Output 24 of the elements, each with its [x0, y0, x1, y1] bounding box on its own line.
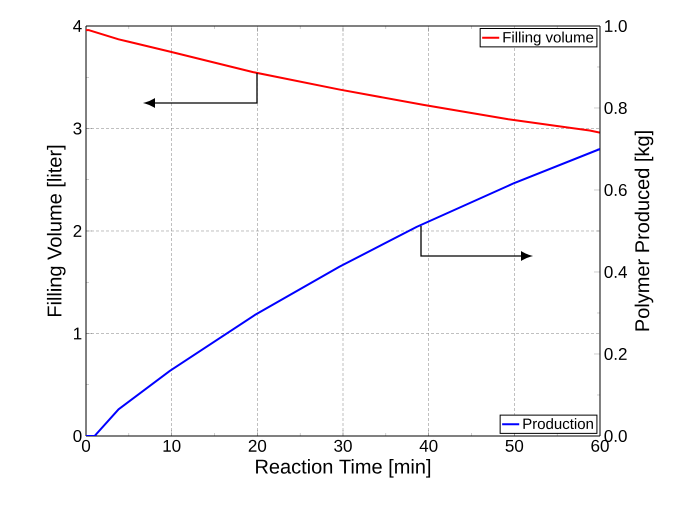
y-tick-label: 4 [73, 20, 82, 32]
x-tick-label: 50 [506, 440, 524, 452]
x-tick-label: 30 [334, 440, 352, 452]
y2-tick-label: 0.6 [604, 184, 627, 196]
legend-label: Production [523, 418, 593, 430]
x-tick-label: 0 [82, 440, 90, 452]
y2-tick-label: 0.8 [604, 102, 627, 114]
y2-tick-label: 1.0 [605, 20, 627, 32]
y2-tick-label: 0.2 [604, 348, 627, 360]
y-axis-title: Filling Volume [liter] [46, 146, 66, 316]
y2-tick-label: 0.4 [604, 266, 627, 278]
line-series [86, 29, 600, 134]
y-tick-label: 2 [74, 225, 82, 237]
y2-axis-title: Polymer Produced [kg] [634, 131, 654, 330]
legend-label: Filling volume [503, 32, 594, 46]
x-axis-title: Reaction Time [min] [256, 459, 430, 478]
x-tick-label: 10 [164, 440, 180, 452]
y-tick-label: 1 [74, 328, 82, 340]
y-tick-label: 0 [73, 430, 82, 442]
x-tick-label: 60 [591, 440, 609, 452]
y2-tick-label: 0.0 [604, 430, 627, 442]
x-tick-label: 40 [420, 440, 438, 452]
x-tick-label: 20 [248, 440, 266, 452]
y-tick-label: 3 [73, 122, 82, 135]
